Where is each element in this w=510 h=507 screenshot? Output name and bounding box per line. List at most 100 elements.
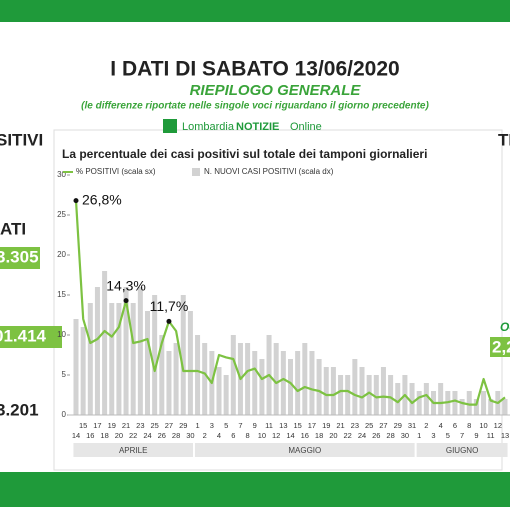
side-value: 01.414 [0,326,47,345]
bar [352,359,358,415]
bar [180,295,186,415]
x-tick-label: 28 [172,431,180,440]
y-tick-label: 10 [57,330,66,339]
x-tick-label: 30 [186,431,194,440]
bar [94,287,100,415]
chart-title: La percentuale dei casi positivi sul tot… [62,147,427,161]
x-tick-label: 11 [487,431,495,440]
bar [152,295,158,415]
x-tick-label: 12 [272,431,280,440]
bar [373,375,379,415]
bar [502,399,508,415]
x-tick-label: 19 [108,421,116,430]
side-box [490,337,510,357]
bar [287,359,294,415]
x-tick-label: 5 [446,431,450,440]
x-tick-label: 10 [258,431,266,440]
x-tick-label: 29 [394,421,402,430]
side-label: Oc [500,320,510,334]
bar [159,335,165,415]
bar [438,383,444,415]
subtitle: RIEPILOGO GENERALE [190,82,362,99]
point [166,318,172,324]
bar [87,303,93,415]
x-tick-label: 6 [453,421,457,430]
bar [345,375,351,415]
side-label: TI [498,130,510,149]
side-value: 2,2 [492,337,510,356]
x-tick-label: 21 [122,421,130,430]
bar [223,375,229,415]
bar [423,383,429,415]
data-label: 11,7% [150,298,189,314]
bar [380,367,386,415]
bar [230,335,236,415]
bar [359,367,365,415]
legend-label: N. NUOVI CASI POSITIVI (scala dx) [204,167,334,176]
bar [488,399,494,415]
bar [130,303,136,415]
x-tick-label: 28 [386,431,394,440]
logo-text: Lombardia [182,121,235,133]
x-tick-label: 2 [424,421,428,430]
side-box [0,247,40,269]
bar [137,287,143,415]
x-tick-label: 9 [253,421,257,430]
bar [459,399,465,415]
x-tick-label: 8 [246,431,250,440]
x-tick-label: 3 [210,421,214,430]
plot: 0 5 10 15 20 25 30 % POSITIVI (scala sx) N. NUOV… [57,167,510,457]
bar [173,343,179,415]
y-tick-label: 30 [57,170,66,179]
bar [409,383,415,415]
x-tick-label: 14 [72,431,80,440]
bar [302,343,308,415]
bar [280,351,286,415]
month-band [416,443,508,457]
y-tick-label: 25 [57,210,66,219]
x-tick-label: 23 [136,421,144,430]
x-tick-label: 4 [439,421,443,430]
y-tick-label: 20 [57,250,66,259]
legend-label: % POSITIVI (scala sx) [76,167,156,176]
month-label: GIUGNO [446,446,478,455]
bar [73,319,79,415]
x-tick-label: 27 [165,421,173,430]
bar [395,383,401,415]
bar [416,391,422,415]
bar [330,367,336,415]
x-tick-label: 20 [329,431,337,440]
bottom-band [0,472,510,507]
bar [109,303,115,415]
y-tick-label: 0 [62,410,67,419]
x-tick-label: 15 [79,421,87,430]
logo-text: NOTIZIE [236,121,279,133]
bar [80,327,86,415]
month-band [194,443,415,457]
x-tick-label: 13 [501,431,509,440]
bar [295,351,301,415]
point [123,298,129,304]
line [74,200,506,406]
side-label: ATI [0,219,26,238]
x-tick-label: 8 [467,421,471,430]
x-tick-label: 24 [358,431,366,440]
y-tick-label: 15 [57,290,66,299]
bar [166,351,172,415]
x-tick-label: 22 [129,431,137,440]
bar [187,311,193,415]
bar [195,335,201,415]
x-tick-label: 2 [203,431,207,440]
side-label: SITIVI [0,130,43,149]
bar [123,287,129,415]
data-label: 26,8% [82,191,122,207]
x-tick-label: 22 [344,431,352,440]
x-tick-label: 18 [315,431,323,440]
x-tick-label: 25 [150,421,158,430]
bar [273,343,279,415]
bar [366,375,372,415]
bar [116,303,122,415]
x-tick-label: 20 [115,431,123,440]
x-tick-label: 11 [265,421,273,430]
month-label: APRILE [119,446,147,455]
